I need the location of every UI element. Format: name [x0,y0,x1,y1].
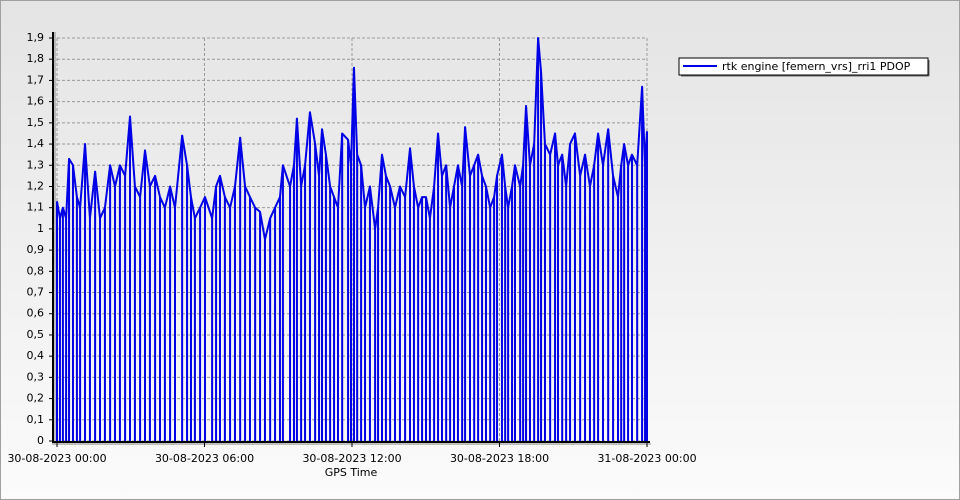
y-tick-label: 1,7 [27,73,45,86]
y-tick-label: 0,8 [27,264,45,277]
x-tick-label: 30-08-2023 06:00 [155,452,254,465]
y-tick-label: 1,9 [27,31,45,44]
y-tick-label: 1,3 [27,158,45,171]
x-tick-label: 30-08-2023 12:00 [302,452,401,465]
line [56,37,648,241]
y-tick-label: 0,4 [27,349,45,362]
y-tick-label: 0,3 [27,370,45,383]
legend: rtk engine [femern_vrs]_rri1 PDOP [678,57,930,77]
x-tick-label: 30-08-2023 18:00 [450,452,549,465]
y-tick-label: 1 [37,222,44,235]
x-tick-label: 31-08-2023 00:00 [597,452,696,465]
y-tick-label: 1,4 [27,137,45,150]
y-tick-label: 0 [37,434,44,447]
series [56,37,648,441]
y-tick-label: 0,7 [27,286,45,299]
y-tick-label: 0,9 [27,243,45,256]
y-tick-label: 0,6 [27,307,45,320]
legend-label: rtk engine [femern_vrs]_rri1 PDOP [722,60,911,73]
x-axis-label: GPS Time [325,466,378,479]
x-tick-label: 30-08-2023 00:00 [7,452,106,465]
y-tick-label: 1,1 [27,201,45,214]
y-tick-label: 0,2 [27,392,45,405]
y-tick-label: 1,6 [27,95,45,108]
y-tick-label: 1,2 [27,179,45,192]
legend-box [678,57,929,76]
y-tick-label: 1,5 [27,116,45,129]
y-tick-label: 0,5 [27,328,45,341]
y-tick-label: 1,8 [27,52,45,65]
y-tick-label: 0,1 [27,413,45,426]
